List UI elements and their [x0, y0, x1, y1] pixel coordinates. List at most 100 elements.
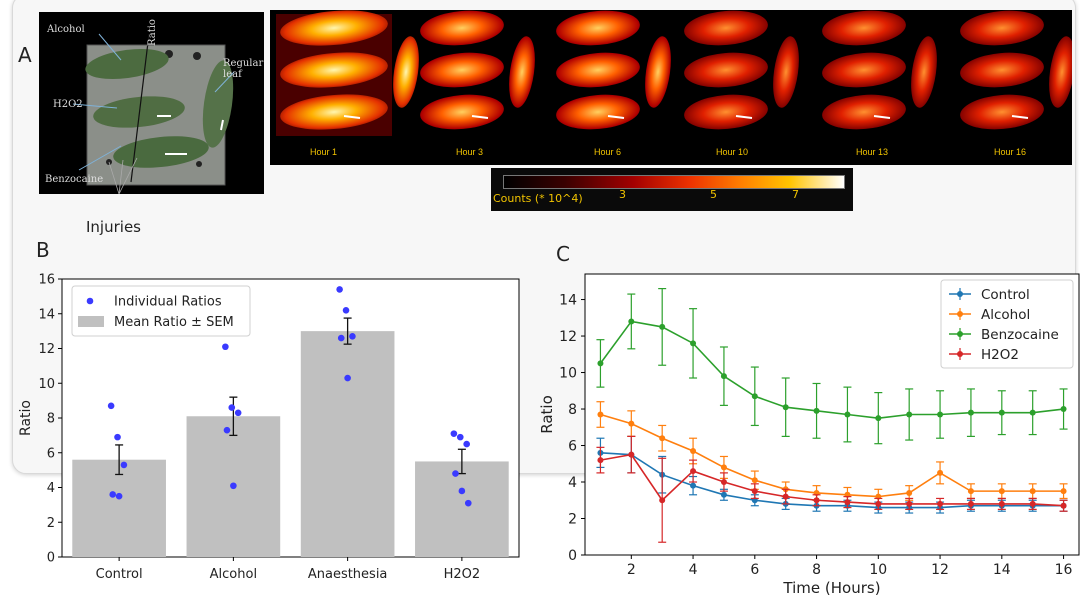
point-alcohol-12	[937, 469, 944, 476]
point-benzocaine-13	[967, 409, 974, 416]
xtick-label-2: 2	[627, 562, 636, 578]
point-control-5	[720, 491, 727, 498]
y-axis-label: Ratio	[538, 395, 556, 434]
colorbar-gradient	[503, 175, 845, 189]
legend-label-control: Control	[981, 287, 1030, 303]
point-control-4	[115, 492, 123, 500]
ytick-label-10: 10	[38, 377, 55, 392]
ytick-label-0: 0	[47, 551, 55, 566]
point-h2o2-9	[844, 499, 851, 506]
point-anaesthesia-4	[344, 374, 351, 382]
legend-marker-h2o2	[957, 351, 963, 357]
ytick-label-4: 4	[47, 481, 55, 496]
hour-label-6: Hour 6	[594, 147, 622, 157]
point-h2o2-14	[998, 500, 1005, 507]
point-h2o2-4	[458, 487, 466, 495]
xtick-label-14: 14	[993, 562, 1011, 578]
point-benzocaine-11	[906, 411, 913, 418]
thermal-leaf-3-2	[684, 94, 768, 130]
legend-box	[71, 285, 251, 337]
label-h2o2: H2O2	[53, 99, 83, 110]
point-alcohol-0	[222, 343, 229, 351]
thermal-leaf-0-1	[280, 52, 388, 88]
point-alcohol-2	[234, 409, 242, 417]
label-regular-leaf: Regular leaf	[223, 58, 264, 80]
point-h2o2-1	[597, 457, 604, 464]
thermal-leaf-3-0	[684, 10, 768, 46]
series-line-h2o2	[600, 453, 1064, 507]
series-line-benzocaine	[599, 320, 1064, 419]
point-h2o2-15	[1029, 500, 1036, 507]
panel-a-label: A	[18, 43, 32, 67]
legend-marker-control	[957, 291, 963, 297]
point-h2o2-2	[628, 451, 635, 458]
point-alcohol-4	[230, 482, 237, 490]
point-h2o2-16	[1060, 502, 1067, 509]
ytick-label-16: 16	[38, 273, 55, 288]
point-benzocaine-14	[998, 409, 1005, 416]
ytick-label-2: 2	[568, 512, 577, 528]
legend-marker-benzocaine	[957, 331, 963, 337]
ytick-label-8: 8	[47, 412, 55, 427]
thermal-leaf-0-0	[280, 10, 388, 46]
ytick-label-12: 12	[38, 342, 55, 357]
point-benzocaine-15	[1029, 409, 1036, 416]
hour-label-3: Hour 3	[456, 147, 484, 157]
point-benzocaine-9	[844, 411, 851, 418]
ytick-label-14: 14	[559, 293, 577, 309]
hour-label-16: Hour 16	[994, 147, 1027, 157]
thermal-hotspot-5	[1011, 115, 1029, 119]
label-ratio: Ratio	[147, 19, 158, 46]
injuries-callout: Injuries	[86, 218, 141, 236]
point-benzocaine-6	[751, 393, 758, 400]
legend-label-benzocaine: Benzocaine	[981, 327, 1059, 343]
point-h2o2-11	[906, 500, 913, 507]
thermal-leaf-0-2	[280, 94, 388, 130]
point-anaesthesia-2	[349, 333, 356, 340]
thermal-hotspot-2	[607, 115, 625, 119]
thermal-leaf-5-2	[960, 94, 1044, 130]
thermal-leaf-regular-5	[1049, 36, 1072, 108]
colorbar-tick-5: 5	[710, 188, 717, 201]
ytick-label-12: 12	[559, 329, 577, 345]
thermal-leaf-4-0	[822, 10, 906, 46]
ytick-label-14: 14	[38, 307, 55, 322]
point-h2o2-4	[690, 468, 697, 475]
point-alcohol-1	[228, 404, 236, 411]
point-h2o2-10	[875, 500, 882, 507]
chart-c: 2 4 6 8 10 12 14 16 0 2 4 6 8 10 12 14 Time (Hours) Ratio…	[538, 273, 1080, 597]
thermal-hotspot-3	[735, 115, 753, 119]
thermal-leaf-2-2	[556, 94, 640, 130]
thermal-leaf-4-1	[822, 52, 906, 88]
xtick-label-16: 16	[1055, 562, 1073, 578]
hour-label-1: Hour 1	[310, 147, 338, 157]
ytick-label-8: 8	[568, 402, 577, 418]
thermal-hotspot-1	[471, 115, 489, 119]
legend-marker-points	[86, 297, 94, 305]
legend-label-bars: Mean Ratio ± SEM	[114, 315, 234, 330]
point-alcohol-1	[597, 411, 604, 418]
colorbar-label: Counts (* 10^4)	[493, 192, 583, 205]
point-alcohol-16	[1060, 488, 1067, 495]
point-h2o2-2	[463, 440, 470, 448]
point-benzocaine-1	[597, 360, 604, 367]
point-h2o2-3	[452, 470, 459, 477]
point-alcohol-3	[223, 426, 231, 434]
point-h2o2-3	[659, 497, 666, 504]
thermal-leaf-regular-3	[773, 36, 799, 108]
colorbar-tick-7: 7	[792, 188, 799, 201]
thermal-leaf-3-1	[684, 52, 768, 88]
legend-label-h2o2: H2O2	[981, 347, 1019, 363]
panel-b-label: B	[36, 238, 50, 262]
hour-label-10: Hour 10	[716, 147, 749, 157]
point-alcohol-11	[906, 489, 913, 496]
label-alcohol: Alcohol	[47, 24, 85, 35]
point-benzocaine-16	[1060, 406, 1067, 413]
thermal-leaves	[276, 10, 1072, 136]
thermal-leaf-regular-1	[509, 36, 535, 108]
hour-label-13: Hour 13	[856, 147, 889, 157]
thermal-leaf-1-0	[420, 10, 504, 46]
xtick-label-anaesthesia: Anaesthesia	[308, 567, 388, 582]
point-benzocaine-5	[720, 373, 727, 380]
point-anaesthesia-0	[336, 286, 343, 293]
